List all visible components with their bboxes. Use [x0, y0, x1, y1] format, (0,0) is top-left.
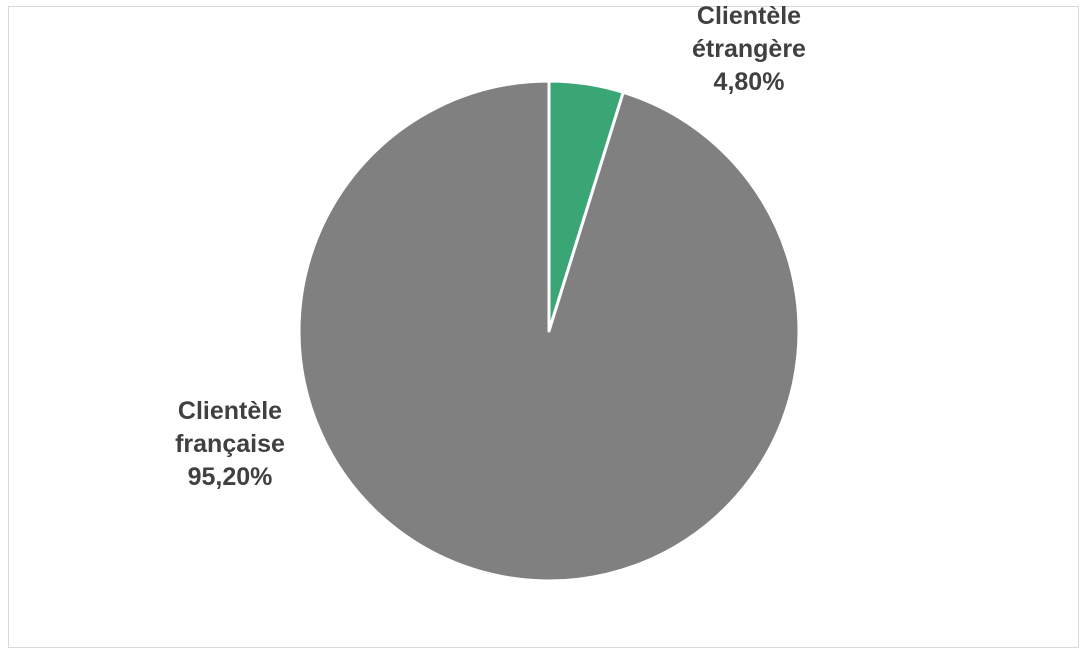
pie-labels: Clientèle étrangère 4,80% Clientèle français…: [175, 2, 806, 491]
slice-name-label-0-0: Clientèle: [697, 2, 801, 30]
slice-name-label-0-1: étrangère: [692, 35, 806, 63]
pie-slice-1: [297, 79, 801, 583]
slice-value-label-1: 95,20%: [188, 463, 273, 491]
slice-name-label-1-1: française: [175, 430, 285, 458]
slice-name-label-1-0: Clientèle: [178, 397, 282, 425]
slice-value-label-0: 4,80%: [714, 68, 785, 96]
pie-slices: [297, 79, 801, 583]
